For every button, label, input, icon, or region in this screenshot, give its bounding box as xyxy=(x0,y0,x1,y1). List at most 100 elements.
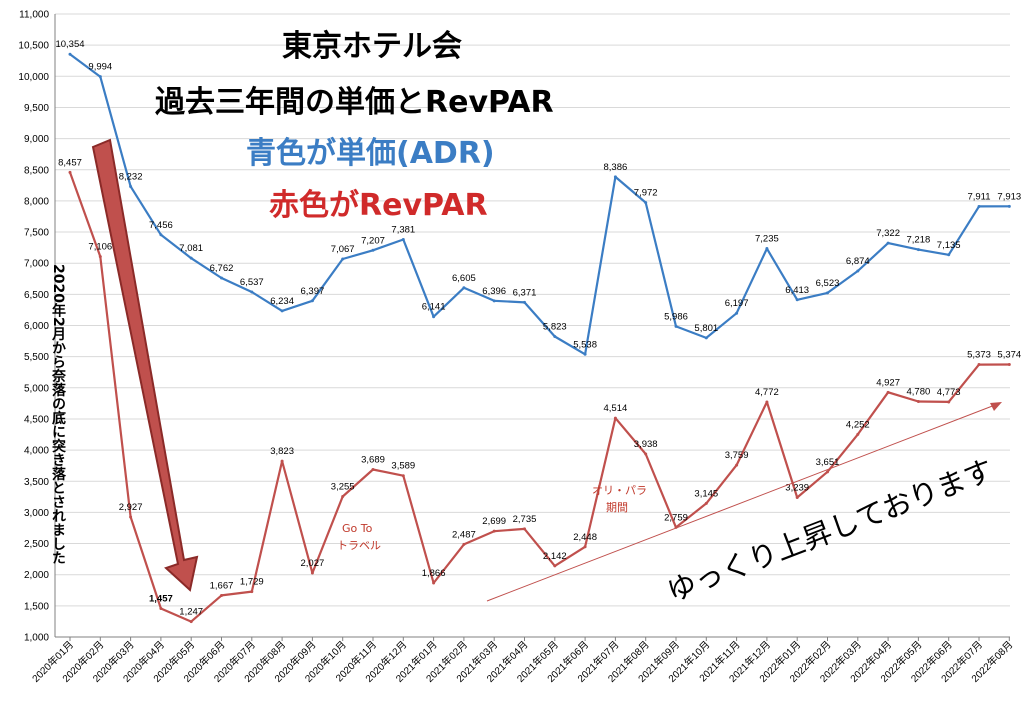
revpar-data-label: 4,780 xyxy=(907,387,931,398)
revpar-point xyxy=(523,527,526,531)
adr-point xyxy=(765,247,769,251)
adr-point xyxy=(644,201,648,205)
revpar-point xyxy=(492,529,496,533)
adr-data-label: 6,397 xyxy=(301,286,325,297)
revpar-point xyxy=(432,581,436,585)
revpar-point xyxy=(856,432,860,436)
adr-data-label: 7,911 xyxy=(967,191,990,202)
fall-arrow xyxy=(91,138,199,592)
adr-point xyxy=(129,184,133,188)
adr-point xyxy=(886,241,890,245)
goto-annotation-line-1: Go To xyxy=(342,522,373,535)
revpar-point xyxy=(129,515,133,519)
y-tick-label: 10,000 xyxy=(18,72,49,83)
adr-point xyxy=(523,300,526,304)
revpar-data-label: 1,729 xyxy=(240,577,264,588)
revpar-data-label: 2,699 xyxy=(482,516,506,527)
adr-data-label: 7,067 xyxy=(331,244,355,255)
trend-arrow xyxy=(486,402,1002,602)
adr-data-label: 7,135 xyxy=(937,240,961,251)
revpar-data-label: 2,927 xyxy=(119,502,143,513)
revpar-point xyxy=(1007,362,1011,366)
adr-data-label: 5,801 xyxy=(694,323,718,334)
revpar-data-label: 1,667 xyxy=(210,580,234,591)
revpar-point xyxy=(947,400,951,404)
y-tick-label: 9,500 xyxy=(24,103,49,114)
adr-point xyxy=(341,257,345,261)
y-tick-label: 11,000 xyxy=(19,10,49,21)
revpar-data-label: 2,759 xyxy=(664,512,688,523)
olympics-annotation-line-2: 期間 xyxy=(606,501,628,514)
adr-point xyxy=(674,324,678,328)
data-labels: 10,354 9,994 8,232 7,456 7,081 6,762 6,537 6,23… xyxy=(55,39,1021,617)
y-tick-label: 1,500 xyxy=(24,601,49,612)
revpar-data-label: 3,759 xyxy=(725,450,749,461)
revpar-data-label: 5,373 xyxy=(967,350,991,361)
y-tick-label: 7,000 xyxy=(24,259,49,270)
revpar-data-label: 4,927 xyxy=(876,377,900,388)
adr-point xyxy=(462,286,466,290)
adr-data-label: 6,523 xyxy=(816,278,840,289)
olympics-annotation-line-1: オリ・パラ xyxy=(592,484,647,497)
adr-point xyxy=(583,352,587,356)
adr-data-label: 7,081 xyxy=(179,243,203,254)
adr-point xyxy=(159,233,163,237)
adr-point xyxy=(68,52,72,56)
adr-point xyxy=(553,335,557,339)
revpar-data-label: 2,027 xyxy=(301,558,325,569)
revpar-point xyxy=(704,501,708,505)
adr-data-label: 8,386 xyxy=(604,162,628,173)
adr-data-label: 5,823 xyxy=(543,322,567,333)
chart-title-line-2: 過去三年間の単価とRevPAR xyxy=(155,85,554,120)
goto-annotation-line-2: トラベル xyxy=(337,539,381,552)
adr-data-label: 9,994 xyxy=(88,62,112,73)
revpar-point xyxy=(765,400,769,404)
adr-data-label: 6,197 xyxy=(725,298,749,309)
adr-point xyxy=(371,248,375,252)
chart-title-line-3: 青色が単価(ADR) xyxy=(246,136,495,171)
y-tick-label: 3,500 xyxy=(24,477,49,488)
adr-point xyxy=(1007,204,1011,208)
revpar-data-label: 3,651 xyxy=(816,457,840,468)
revpar-point xyxy=(644,452,648,456)
adr-data-label: 6,762 xyxy=(210,263,234,274)
adr-point xyxy=(98,75,102,79)
y-tick-label: 3,000 xyxy=(24,508,49,519)
y-tick-label: 6,500 xyxy=(24,290,49,301)
adr-point xyxy=(735,311,739,315)
y-tick-label: 5,000 xyxy=(24,383,49,394)
adr-point xyxy=(280,309,284,313)
revpar-data-label: 3,145 xyxy=(694,488,718,499)
revpar-data-label: 4,772 xyxy=(755,387,779,398)
y-tick-label: 10,500 xyxy=(18,41,49,52)
adr-data-label: 7,913 xyxy=(997,191,1021,202)
revpar-point xyxy=(462,542,466,546)
adr-point xyxy=(250,290,254,294)
chart-title-line-1: 東京ホテル会 xyxy=(282,29,462,64)
y-tick-label: 2,500 xyxy=(24,539,49,550)
revpar-data-label: 4,773 xyxy=(937,387,961,398)
revpar-series-line xyxy=(68,172,1010,623)
revpar-data-label: 2,735 xyxy=(513,514,537,525)
adr-point xyxy=(401,237,405,241)
adr-data-label: 6,371 xyxy=(513,287,537,298)
revpar-point xyxy=(220,593,223,597)
adr-point xyxy=(189,256,193,260)
adr-point xyxy=(704,336,708,340)
y-tick-label: 8,500 xyxy=(24,165,49,176)
adr-data-label: 7,456 xyxy=(149,220,173,231)
revpar-point xyxy=(401,474,405,478)
revpar-data-label: 2,448 xyxy=(573,532,597,543)
adr-data-label: 5,986 xyxy=(664,311,688,322)
chart-title-line-4: 赤色がRevPAR xyxy=(269,188,488,223)
adr-data-label: 7,322 xyxy=(876,228,900,239)
revpar-point xyxy=(159,607,163,611)
revpar-data-label: 8,457 xyxy=(58,157,82,168)
revpar-point xyxy=(250,590,254,594)
revpar-data-label: 4,514 xyxy=(604,403,628,414)
adr-point xyxy=(492,299,496,303)
revpar-point xyxy=(916,400,920,404)
adr-series-line xyxy=(69,53,1010,356)
